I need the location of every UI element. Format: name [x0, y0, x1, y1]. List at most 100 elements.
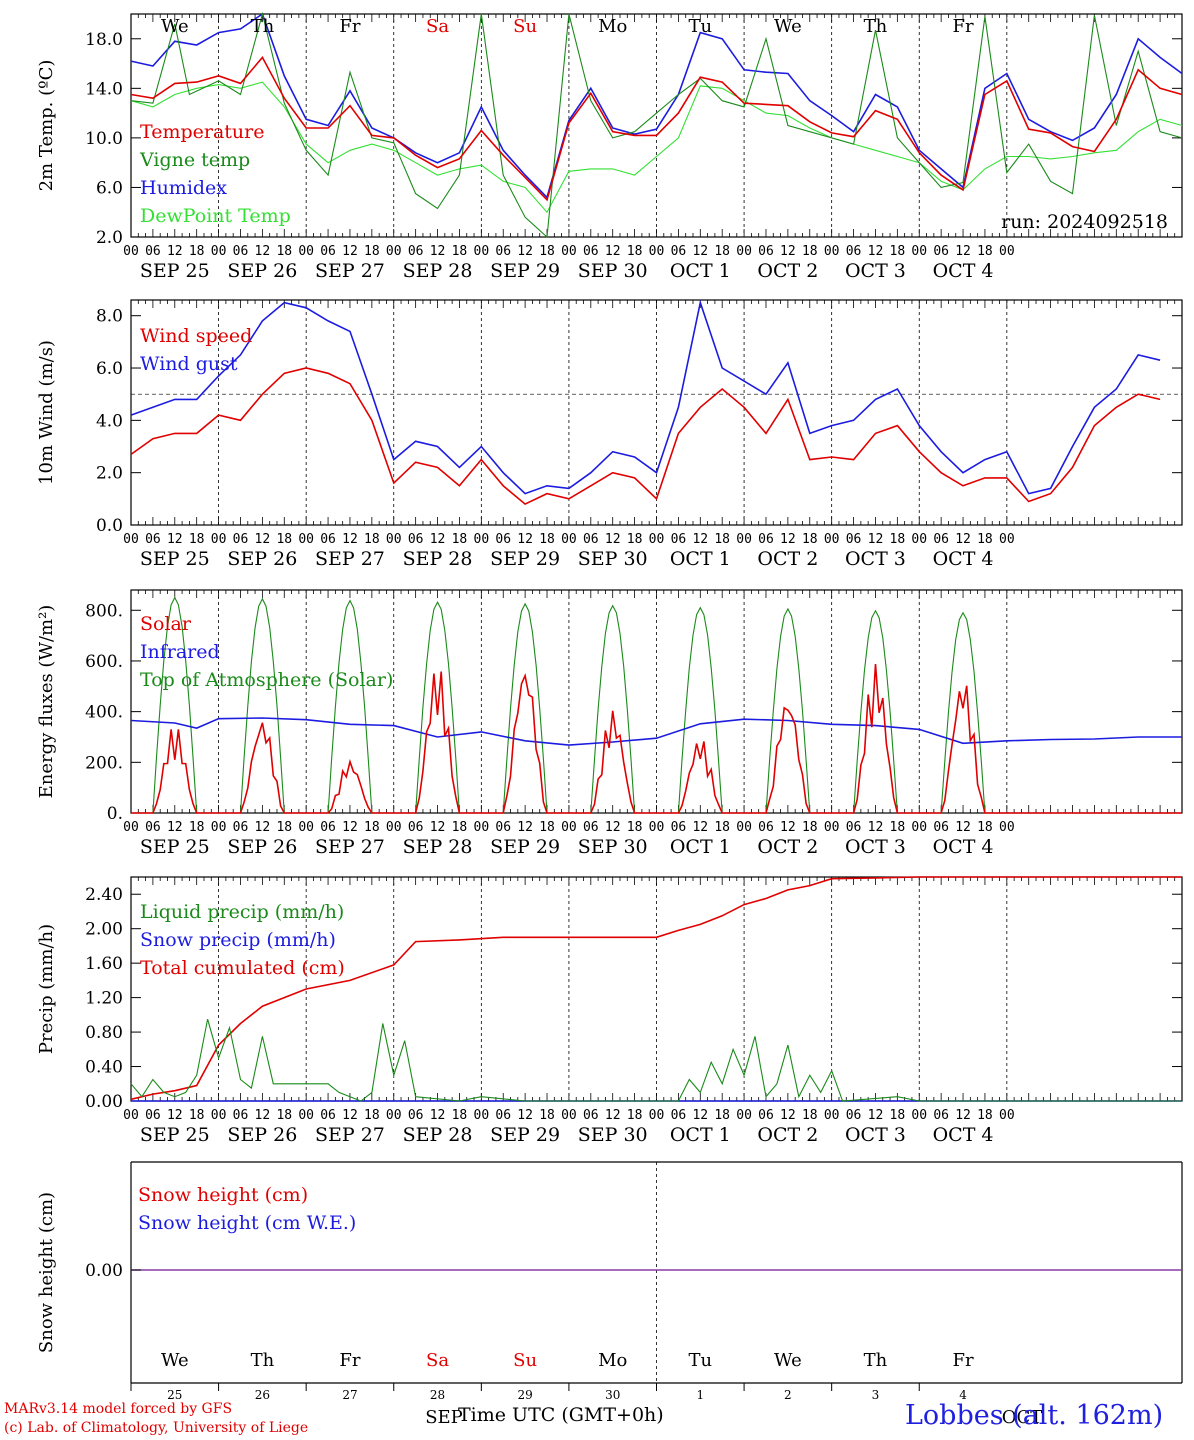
wind-hour-label: 00	[736, 532, 752, 547]
precip-hour-label: 00	[736, 1108, 752, 1123]
wind-hour-label: 00	[474, 532, 490, 547]
energy-hour-label: 00	[298, 820, 314, 835]
energy-hour-label: 00	[386, 820, 402, 835]
temperature-y-tick-label: 10.0	[85, 129, 123, 149]
precip-date-label: OCT 3	[845, 1124, 906, 1146]
wind-y-axis-label: 10m Wind (m/s)	[36, 340, 57, 485]
energy-hour-label: 06	[495, 820, 511, 835]
temperature-hour-label: 00	[999, 244, 1015, 259]
energy-hour-label: 00	[649, 820, 665, 835]
wind-date-label: SEP 28	[403, 548, 473, 570]
precip-hour-label: 18	[890, 1108, 906, 1123]
energy-hour-label: 12	[692, 820, 708, 835]
precip-date-label: SEP 28	[403, 1124, 473, 1146]
wind-y-tick-label: 0.0	[96, 516, 123, 536]
energy-date-label: OCT 2	[757, 836, 818, 858]
wind-hour-label: 00	[911, 532, 927, 547]
snow-day-label: Tu	[688, 1350, 712, 1371]
precip-hour-label: 12	[430, 1108, 446, 1123]
energy-hour-label: 18	[189, 820, 205, 835]
bottom-month-sep: SEP	[425, 1407, 463, 1428]
precip-date-label: OCT 4	[933, 1124, 994, 1146]
temperature-legend-entry: Humidex	[140, 177, 227, 199]
precip-hour-label: 06	[408, 1108, 424, 1123]
temperature-date-label: SEP 26	[227, 260, 297, 282]
precip-hour-label: 06	[320, 1108, 336, 1123]
temperature-hour-label: 12	[167, 244, 183, 259]
snow-day-number: 25	[167, 1388, 182, 1402]
temperature-y-tick-label: 14.0	[85, 79, 123, 99]
wind-hour-label: 00	[298, 532, 314, 547]
day-label-top: Th	[251, 16, 275, 37]
temperature-date-label: SEP 27	[315, 260, 385, 282]
footer-lab-credit: (c) Lab. of Climatology, University of L…	[4, 1420, 309, 1436]
precip-date-label: SEP 26	[227, 1124, 297, 1146]
energy-hour-label: 18	[539, 820, 555, 835]
run-label: run: 2024092518	[1001, 211, 1168, 233]
precip-date-label: SEP 29	[490, 1124, 560, 1146]
temperature-series-temperature	[130, 55, 1183, 202]
wind-hour-label: 06	[145, 532, 161, 547]
temperature-legend-entry: DewPoint Temp	[140, 205, 291, 227]
energy-hour-label: 12	[342, 820, 358, 835]
energy-date-label: SEP 30	[578, 836, 648, 858]
wind-hour-label: 18	[627, 532, 643, 547]
energy-hour-label: 00	[999, 820, 1015, 835]
energy-hour-label: 12	[167, 820, 183, 835]
temperature-frame	[130, 13, 1183, 238]
precip-legend-entry: Snow precip (mm/h)	[140, 929, 336, 951]
precip-date-label: OCT 1	[670, 1124, 731, 1146]
temperature-hour-label: 00	[561, 244, 577, 259]
temperature-date-label: OCT 4	[933, 260, 994, 282]
precip-hour-label: 00	[911, 1108, 927, 1123]
wind-y-tick-label: 8.0	[96, 307, 123, 327]
temperature-hour-label: 06	[671, 244, 687, 259]
energy-legend-entry: Top of Atmosphere (Solar)	[140, 669, 393, 691]
energy-hour-label: 00	[561, 820, 577, 835]
precip-hour-label: 12	[692, 1108, 708, 1123]
energy-frame	[130, 589, 1183, 814]
temperature-hour-label: 18	[627, 244, 643, 259]
wind-hour-label: 00	[824, 532, 840, 547]
energy-hour-label: 06	[846, 820, 862, 835]
temperature-legend-entry: Vigne temp	[139, 149, 250, 171]
energy-hour-label: 12	[780, 820, 796, 835]
precip-hour-label: 18	[977, 1108, 993, 1123]
energy-hour-label: 18	[276, 820, 292, 835]
wind-hour-label: 06	[933, 532, 949, 547]
temperature-hour-label: 12	[605, 244, 621, 259]
precip-hour-label: 06	[495, 1108, 511, 1123]
temperature-series-humidex	[130, 12, 1183, 199]
wind-hour-label: 12	[955, 532, 971, 547]
energy-date-label: OCT 1	[670, 836, 731, 858]
footer-model-credit: MARv3.14 model forced by GFS	[4, 1401, 233, 1417]
snow-legend-entry: Snow height (cm W.E.)	[138, 1212, 356, 1234]
wind-y-tick-label: 4.0	[96, 411, 123, 431]
energy-hour-label: 06	[671, 820, 687, 835]
precip-y-tick-label: 0.40	[85, 1058, 123, 1078]
energy-hour-label: 00	[736, 820, 752, 835]
day-label-top: Fr	[952, 16, 973, 37]
wind-hour-label: 12	[692, 532, 708, 547]
wind-hour-label: 12	[167, 532, 183, 547]
precip-y-tick-label: 2.00	[85, 920, 123, 940]
day-label-top: We	[774, 16, 802, 37]
snow-day-number: 1	[696, 1388, 704, 1402]
station-label: Lobbes (alt. 162m)	[905, 1400, 1164, 1431]
energy-hour-label: 18	[452, 820, 468, 835]
snow-day-label: Sa	[426, 1350, 449, 1371]
precip-hour-label: 12	[342, 1108, 358, 1123]
temperature-date-label: SEP 28	[403, 260, 473, 282]
wind-hour-label: 12	[255, 532, 271, 547]
precip-y-tick-label: 2.40	[85, 885, 123, 905]
energy-hour-label: 12	[255, 820, 271, 835]
precip-hour-label: 12	[605, 1108, 621, 1123]
snow-day-label: We	[161, 1350, 189, 1371]
wind-frame	[130, 299, 1183, 526]
temperature-hour-label: 06	[583, 244, 599, 259]
wind-hour-label: 00	[123, 532, 139, 547]
temperature-y-tick-label: 2.0	[96, 228, 123, 248]
temperature-hour-label: 18	[890, 244, 906, 259]
energy-hour-label: 18	[714, 820, 730, 835]
